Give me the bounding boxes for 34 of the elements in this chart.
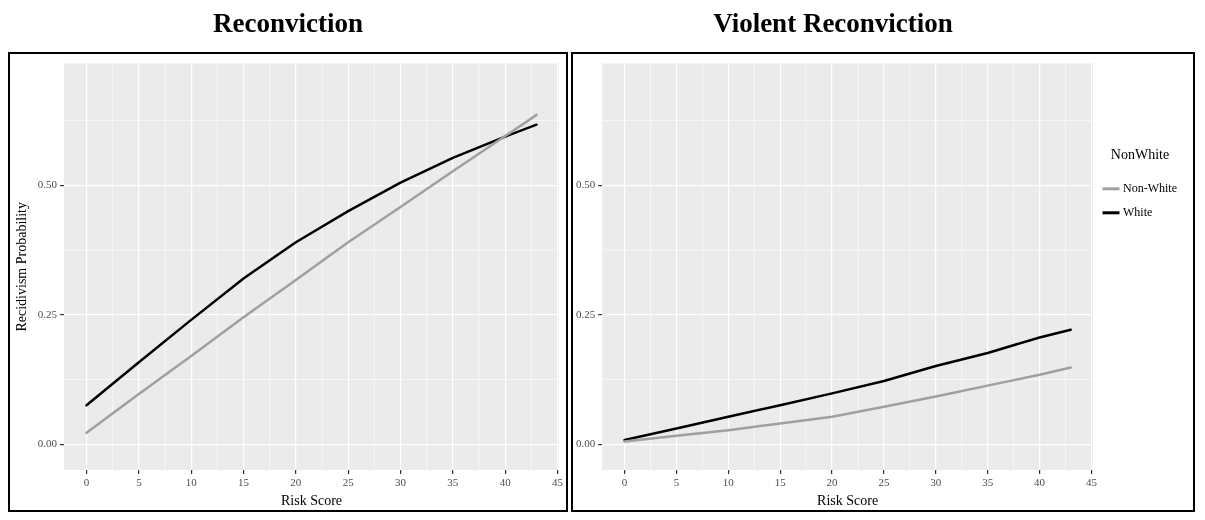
x-tick-label: 30 <box>395 476 407 489</box>
x-tick-label: 15 <box>774 476 787 489</box>
legend-title: NonWhite <box>1110 146 1170 162</box>
x-tick-label: 35 <box>447 476 459 489</box>
y-tick-label: 0.50 <box>37 178 58 191</box>
y-tick-label: 0.00 <box>576 437 596 450</box>
x-axis-title: Risk Score <box>281 493 343 509</box>
legend-label: Non-White <box>1123 180 1177 195</box>
x-tick-label: 0 <box>621 476 628 489</box>
x-tick-label: 0 <box>83 476 90 489</box>
x-axis-title: Risk Score <box>817 493 879 509</box>
x-tick-label: 40 <box>499 476 512 489</box>
x-tick-label: 25 <box>342 476 355 489</box>
x-tick-label: 45 <box>551 476 564 489</box>
x-tick-label: 20 <box>290 476 302 489</box>
x-tick-label: 5 <box>136 476 143 489</box>
x-tick-label: 15 <box>238 476 250 489</box>
y-axis-title: Recidivism Probability <box>14 202 30 332</box>
chart-title: Reconviction <box>212 8 364 40</box>
chart-title: Violent Reconviction <box>712 8 954 40</box>
legend-label: White <box>1123 204 1153 219</box>
x-tick-label: 45 <box>1085 476 1098 489</box>
y-tick-label: 0.25 <box>576 307 596 320</box>
x-tick-label: 10 <box>185 476 198 489</box>
y-tick-label: 0.25 <box>37 307 58 320</box>
x-tick-label: 30 <box>930 476 942 489</box>
x-tick-label: 25 <box>878 476 890 489</box>
x-tick-label: 20 <box>826 476 839 489</box>
y-tick-label: 0.00 <box>37 437 58 450</box>
x-tick-label: 35 <box>982 476 994 489</box>
y-tick-label: 0.50 <box>576 178 596 191</box>
x-tick-label: 5 <box>673 476 680 489</box>
x-tick-label: 40 <box>1034 476 1046 489</box>
x-tick-label: 10 <box>722 476 735 489</box>
